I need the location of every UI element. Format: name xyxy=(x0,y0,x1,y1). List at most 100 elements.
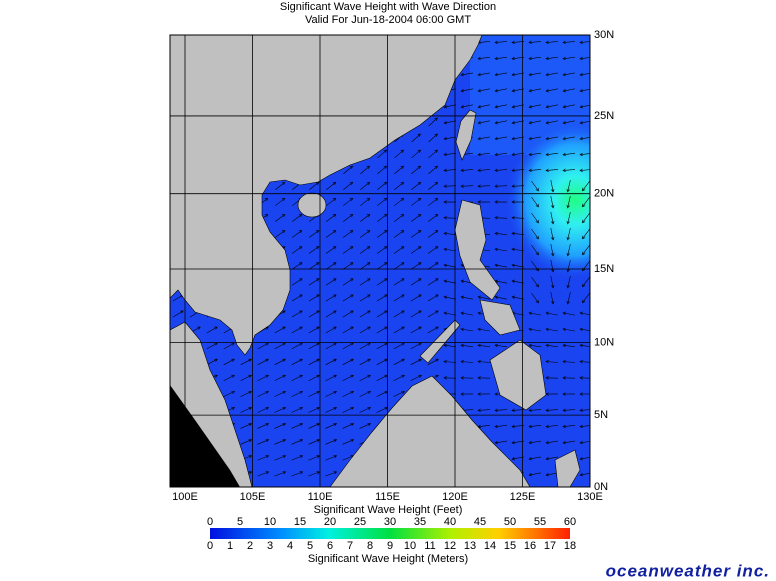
wave-arrow xyxy=(531,196,539,208)
wave-arrow xyxy=(460,72,473,77)
wave-arrow xyxy=(531,244,539,256)
wave-arrow xyxy=(545,376,559,380)
wave-arrow xyxy=(566,292,571,305)
wave-arrow xyxy=(343,165,354,175)
wave-arrow xyxy=(562,327,575,332)
wave-arrow xyxy=(410,358,422,366)
wave-arrow xyxy=(411,165,422,175)
wave-arrow xyxy=(443,263,456,268)
wave-arrow xyxy=(206,326,218,334)
wave-arrow xyxy=(443,104,456,109)
wave-arrow xyxy=(359,230,371,238)
wave-arrow xyxy=(274,406,287,413)
wave-arrow xyxy=(550,196,555,209)
wave-arrow xyxy=(511,247,524,252)
wave-arrow xyxy=(274,471,287,477)
wave-arrow xyxy=(325,358,337,366)
wave-arrow xyxy=(494,408,508,412)
wave-arrow xyxy=(545,40,559,45)
wave-arrow xyxy=(550,180,555,193)
wave-arrow xyxy=(562,311,575,316)
wave-arrow xyxy=(460,360,474,364)
wave-arrow xyxy=(325,326,337,334)
wave-arrow xyxy=(562,152,575,157)
wave-arrow xyxy=(359,262,371,270)
wave-arrow xyxy=(531,180,539,192)
legend: 0 5 10 15 20 25 30 35 40 45 50 55 600 1 2 3 4 5 6 7 8 9 10 11 12… xyxy=(207,516,576,552)
wave-arrow xyxy=(427,262,439,270)
wave-arrow xyxy=(240,390,252,397)
wave-arrow xyxy=(428,133,438,143)
wave-arrow xyxy=(428,165,439,175)
wave-arrow xyxy=(427,294,439,302)
wave-arrow xyxy=(460,184,474,188)
wave-arrow xyxy=(257,390,269,397)
wave-arrow xyxy=(494,200,508,204)
wave-arrow xyxy=(528,40,542,45)
wave-arrow xyxy=(240,439,253,445)
wave-arrow xyxy=(308,439,321,445)
wave-arrow xyxy=(494,343,507,348)
wave-arrow xyxy=(342,374,354,381)
wave-arrow xyxy=(377,181,388,191)
wave-arrow xyxy=(494,152,507,157)
wave-arrow xyxy=(223,390,235,397)
wave-arrow xyxy=(257,455,270,461)
feet-label: 35 xyxy=(414,516,426,528)
lon-label: 100E xyxy=(172,491,198,503)
wave-arrow xyxy=(325,294,337,302)
wave-arrow xyxy=(460,168,474,173)
lon-label: 110E xyxy=(308,491,333,503)
wave-arrow xyxy=(359,342,371,350)
wave-arrow xyxy=(443,200,457,204)
lat-label: 5N xyxy=(594,409,608,421)
wave-arrow xyxy=(291,406,304,413)
wave-arrow xyxy=(528,343,541,348)
meter-label: 17 xyxy=(544,540,556,552)
wave-arrow xyxy=(477,200,491,204)
wave-arrow xyxy=(291,342,303,350)
wave-arrow xyxy=(394,214,405,222)
wave-arrow xyxy=(528,104,541,109)
lon-label: 125E xyxy=(510,491,536,503)
wave-arrow xyxy=(172,310,184,318)
meter-label: 8 xyxy=(367,540,373,552)
wave-arrow xyxy=(342,406,355,413)
wave-arrow xyxy=(410,342,422,350)
feet-label: 40 xyxy=(444,516,456,528)
wave-arrow xyxy=(511,120,524,125)
wave-arrow xyxy=(562,424,575,429)
wave-arrow xyxy=(240,374,252,381)
wave-arrow xyxy=(494,136,507,141)
wave-arrow xyxy=(477,72,490,77)
wave-arrow xyxy=(393,310,405,318)
wave-arrow xyxy=(494,168,508,173)
meter-label: 2 xyxy=(247,540,253,552)
meter-label: 5 xyxy=(307,540,313,552)
wave-arrow xyxy=(562,40,576,45)
lat-label: 30N xyxy=(594,29,614,41)
subtitle: Valid For Jun-18-2004 06:00 GMT xyxy=(305,14,471,26)
wave-arrow xyxy=(410,230,422,238)
wave-arrow xyxy=(428,197,439,206)
wave-arrow xyxy=(359,406,372,413)
wave-arrow xyxy=(545,408,559,412)
wave-arrow xyxy=(511,456,524,461)
meter-label: 6 xyxy=(327,540,333,552)
wave-arrow xyxy=(309,181,320,191)
wave-arrow xyxy=(494,184,508,188)
wave-arrow xyxy=(545,343,558,348)
sulawesi xyxy=(554,449,581,487)
meter-label: 0 xyxy=(207,540,213,552)
wave-arrow xyxy=(274,342,286,350)
wave-arrow xyxy=(291,374,303,381)
wave-arrow xyxy=(410,246,422,254)
wave-arrow xyxy=(342,262,354,270)
wave-arrow xyxy=(511,104,524,109)
wave-arrow xyxy=(511,231,524,236)
wave-arrow xyxy=(494,216,508,220)
wave-arrow xyxy=(326,181,337,191)
wave-arrow xyxy=(325,439,338,445)
